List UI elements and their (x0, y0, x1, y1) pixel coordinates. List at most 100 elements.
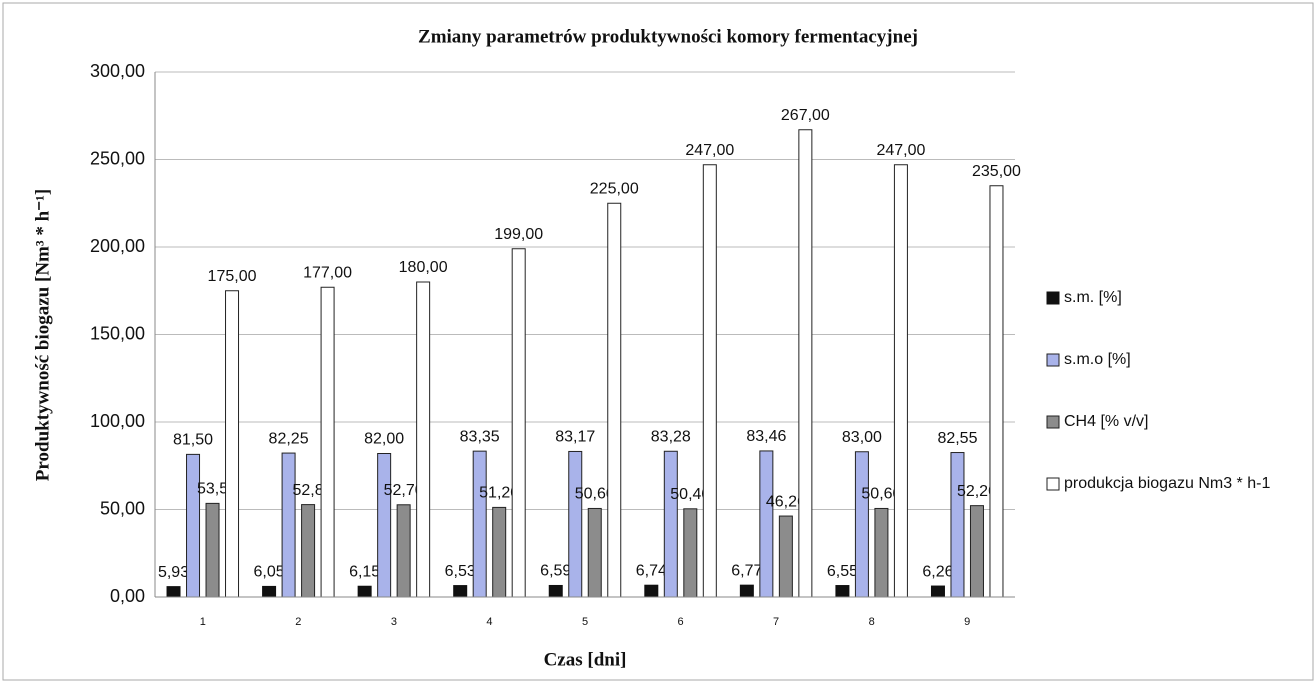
bar (759, 450, 774, 598)
value-label: 53,5 (197, 481, 228, 498)
value-label: 6,15 (349, 563, 380, 580)
y-tick-label: 300,00 (90, 61, 145, 81)
bar (262, 585, 277, 598)
x-tick-label: 4 (486, 616, 492, 628)
value-label: 83,28 (651, 428, 691, 445)
y-tick-label: 200,00 (90, 236, 145, 256)
x-tick-label: 2 (295, 616, 301, 628)
value-label: 6,55 (827, 563, 858, 580)
bar (893, 164, 908, 598)
legend-label: s.m.o [%] (1064, 351, 1131, 368)
bar (416, 281, 431, 598)
bar (798, 129, 813, 598)
legend-swatch (1046, 415, 1060, 429)
bar (930, 585, 945, 598)
bar (357, 585, 372, 598)
value-label: 5,93 (158, 564, 189, 581)
bar (225, 290, 240, 598)
y-tick-label: 150,00 (90, 323, 145, 343)
bar (835, 585, 850, 598)
value-label: 83,00 (842, 429, 882, 446)
bar (607, 202, 622, 598)
legend-swatch (1046, 291, 1060, 305)
bar (683, 508, 698, 598)
value-label: 52,8 (293, 482, 324, 499)
value-label: 51,20 (479, 485, 519, 502)
value-label: 50,40 (670, 486, 710, 503)
x-tick-label: 1 (200, 616, 206, 628)
bar (511, 248, 526, 598)
value-label: 83,35 (460, 428, 500, 445)
bar (186, 453, 201, 598)
value-label: 6,05 (254, 564, 285, 581)
chart-title: Zmiany parametrów produktywności komory … (418, 26, 918, 47)
bar (950, 452, 965, 598)
bar (396, 504, 411, 598)
x-tick-label: 8 (869, 616, 875, 628)
x-axis-label: Czas [dni] (544, 649, 627, 670)
bar (492, 506, 507, 598)
y-tick-label: 0,00 (110, 586, 145, 606)
value-label: 81,50 (173, 432, 213, 449)
bar (205, 502, 220, 598)
bar (969, 505, 984, 598)
bar (472, 450, 487, 598)
value-label: 6,74 (636, 562, 667, 579)
x-tick-label: 6 (677, 616, 683, 628)
bar (377, 453, 392, 598)
value-label: 175,00 (208, 268, 257, 285)
bar (166, 586, 181, 598)
value-label: 46,26 (766, 493, 806, 510)
value-label: 225,00 (590, 180, 639, 197)
bar (854, 451, 869, 598)
bar (739, 584, 754, 598)
legend-swatch (1046, 353, 1060, 367)
bar (320, 286, 335, 598)
value-label: 82,55 (937, 430, 977, 447)
value-label: 247,00 (685, 142, 734, 159)
bar (989, 185, 1004, 598)
value-label: 50,60 (861, 486, 901, 503)
y-tick-label: 50,00 (100, 498, 145, 518)
value-label: 83,46 (746, 428, 786, 445)
y-tick-label: 250,00 (90, 148, 145, 168)
value-label: 82,00 (364, 431, 404, 448)
x-tick-label: 7 (773, 616, 779, 628)
bar (568, 450, 583, 598)
bar (663, 450, 678, 598)
y-axis-label: Produktywność biogazu [Nm³ * h⁻¹] (32, 189, 53, 481)
x-tick-label: 5 (582, 616, 588, 628)
value-label: 6,59 (540, 563, 571, 580)
y-tick-label: 100,00 (90, 411, 145, 431)
value-label: 50,60 (575, 486, 615, 503)
value-label: 199,00 (494, 226, 543, 243)
value-label: 52,20 (957, 483, 997, 500)
value-label: 235,00 (972, 163, 1021, 180)
legend-label: CH4 [% v/v] (1064, 413, 1148, 430)
bar (453, 585, 468, 598)
x-tick-label: 3 (391, 616, 397, 628)
value-label: 6,26 (922, 563, 953, 580)
value-label: 180,00 (399, 259, 448, 276)
bar (702, 164, 717, 598)
bar (644, 584, 659, 598)
bar (301, 504, 316, 598)
legend-label: s.m. [%] (1064, 289, 1122, 306)
value-label: 52,70 (384, 482, 424, 499)
x-tick-label: 9 (964, 616, 970, 628)
bar (587, 507, 602, 598)
bar (874, 507, 889, 598)
bar (778, 515, 793, 598)
legend-swatch (1046, 477, 1060, 491)
value-label: 267,00 (781, 107, 830, 124)
value-label: 83,17 (555, 429, 595, 446)
value-label: 6,77 (731, 562, 762, 579)
value-label: 247,00 (876, 142, 925, 159)
legend-label: produkcja biogazu Nm3 * h-1 (1064, 475, 1270, 492)
bar (281, 452, 296, 598)
value-label: 82,25 (269, 430, 309, 447)
value-label: 6,53 (445, 563, 476, 580)
